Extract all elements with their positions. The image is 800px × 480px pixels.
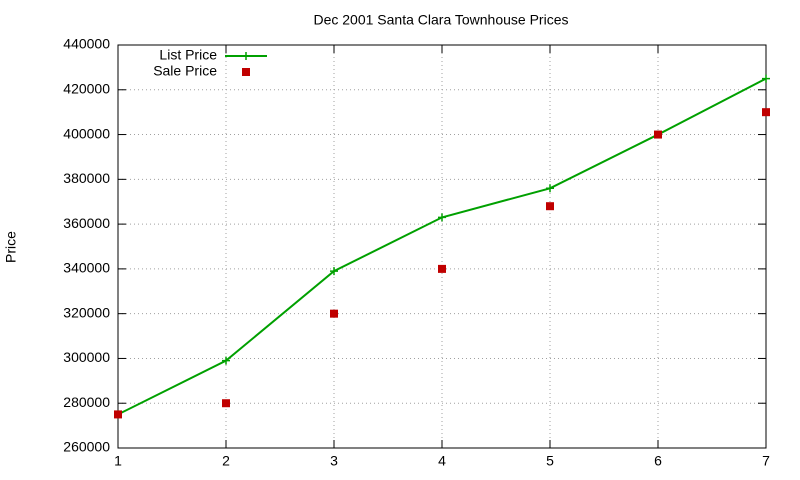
data-point xyxy=(654,130,662,139)
legend-marker xyxy=(242,52,250,60)
x-tick-label: 1 xyxy=(114,453,122,469)
plot-border xyxy=(117,44,767,449)
data-point xyxy=(762,74,770,83)
data-point xyxy=(222,399,230,408)
x-tick-label: 2 xyxy=(222,453,230,469)
data-point xyxy=(762,108,770,117)
legend-label: Sale Price xyxy=(153,63,217,79)
data-point xyxy=(438,264,446,273)
x-tick-label: 7 xyxy=(762,453,770,469)
y-tick-label: 440000 xyxy=(63,36,110,52)
x-tick-label: 5 xyxy=(546,453,554,469)
data-point xyxy=(330,309,338,318)
x-tick-label: 4 xyxy=(438,453,446,469)
data-point xyxy=(546,184,554,193)
y-tick-label: 400000 xyxy=(63,125,110,141)
y-tick-label: 360000 xyxy=(63,215,110,231)
data-point xyxy=(438,213,446,222)
y-tick-label: 280000 xyxy=(63,394,110,410)
y-tick-label: 340000 xyxy=(63,260,110,276)
legend-label: List Price xyxy=(159,47,217,63)
data-point xyxy=(546,202,554,211)
legend-marker xyxy=(242,68,250,76)
y-tick-label: 320000 xyxy=(63,304,110,320)
y-tick-label: 380000 xyxy=(63,170,110,186)
y-axis-label: Price xyxy=(3,231,19,263)
y-tick-label: 300000 xyxy=(63,349,110,365)
y-tick-label: 420000 xyxy=(63,80,110,96)
x-tick-label: 6 xyxy=(654,453,662,469)
chart-title: Dec 2001 Santa Clara Townhouse Prices xyxy=(313,12,568,28)
y-tick-label: 260000 xyxy=(63,439,110,455)
data-point xyxy=(330,267,338,276)
data-point xyxy=(222,356,230,365)
series-line xyxy=(117,77,767,416)
data-point xyxy=(114,410,122,419)
x-tick-label: 3 xyxy=(330,453,338,469)
